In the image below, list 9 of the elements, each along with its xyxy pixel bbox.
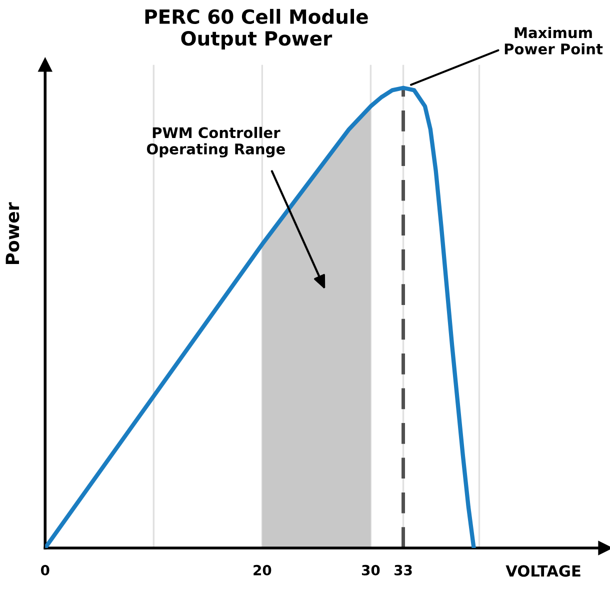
x-tick-label: 30	[362, 564, 380, 576]
x-tick-label: 33	[394, 564, 412, 576]
y-axis-title: Power	[6, 202, 20, 264]
x-tick-label: 0	[40, 564, 50, 576]
x-tick-label: 20	[254, 564, 272, 576]
annotation: PWM Controller Operating Range	[146, 126, 285, 158]
annotation: Maximum Power Point	[504, 26, 603, 54]
x-axis-title: VOLTAGE	[506, 565, 580, 577]
chart-title: PERC 60 Cell Module Output Power	[145, 8, 368, 50]
